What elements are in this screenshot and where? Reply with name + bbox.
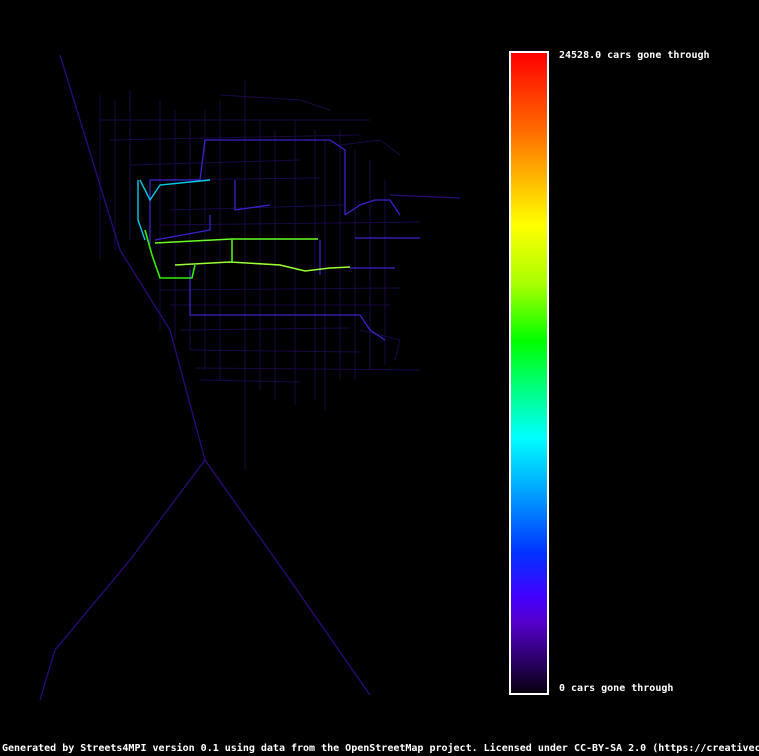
- highway-southwest: [39, 459, 206, 701]
- traffic-color-scale: [509, 51, 549, 695]
- southern-corridor: [174, 261, 351, 272]
- highway-southeast: [204, 459, 371, 696]
- highways: [39, 54, 461, 701]
- west-cyan-road: [137, 180, 146, 241]
- residential-streets: [99, 80, 421, 470]
- heavy-corridors: [144, 229, 351, 279]
- main-corridor: [154, 238, 318, 244]
- highway-north-diagonal: [59, 54, 206, 461]
- legend-min-label: 0 cars gone through: [559, 683, 674, 694]
- collector-streets: [149, 139, 420, 341]
- north-cyan-road: [139, 179, 211, 202]
- attribution-footer: Generated by Streets4MPI version 0.1 usi…: [2, 743, 759, 754]
- highway-east: [389, 194, 461, 199]
- busy-links: [137, 179, 211, 241]
- west-diagonal-corridor: [144, 229, 196, 279]
- legend-max-label: 24528.0 cars gone through: [559, 50, 710, 61]
